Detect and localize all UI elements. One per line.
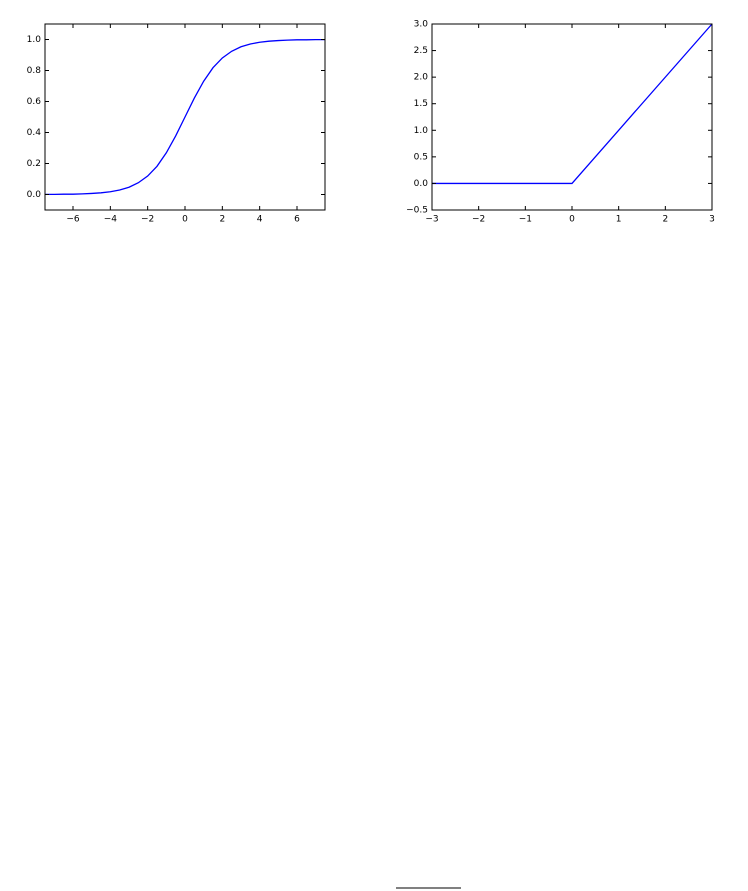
x-tick-label: 4 — [257, 215, 263, 225]
x-tick-label: −6 — [66, 215, 80, 225]
line — [45, 39, 325, 195]
y-tick-label: −0.5 — [406, 206, 428, 216]
x-tick-label: 0 — [569, 215, 575, 225]
x-tick-label: −3 — [425, 215, 438, 225]
x-tick-label: 6 — [294, 215, 300, 225]
x-tick-label: 0 — [182, 215, 188, 225]
x-tick-label: 3 — [709, 215, 715, 225]
y-tick-label: 1.5 — [414, 99, 428, 109]
y-tick-label: 0.0 — [414, 179, 429, 189]
y-tick-label: 0.5 — [414, 152, 428, 162]
x-tick-label: 2 — [662, 215, 668, 225]
y-tick-label: 0.2 — [27, 159, 41, 169]
y-tick-label: 1.0 — [27, 35, 42, 45]
plot-frame — [431, 23, 713, 211]
y-tick-label: 0.4 — [27, 128, 42, 138]
x-tick-label: 1 — [616, 215, 622, 225]
y-tick-label: 3.0 — [414, 20, 429, 30]
y-tick-label: 2.0 — [414, 73, 429, 83]
x-tick-label: −2 — [141, 215, 154, 225]
y-tick-label: 0.0 — [27, 190, 42, 200]
x-tick-label: −4 — [104, 215, 118, 225]
x-tick-label: −1 — [519, 215, 532, 225]
x-tick-label: 2 — [219, 215, 225, 225]
x-tick-label: −2 — [472, 215, 485, 225]
line — [432, 23, 713, 185]
y-tick-label: 1.0 — [414, 126, 429, 136]
y-tick-label: 0.8 — [27, 66, 42, 76]
y-tick-label: 2.5 — [414, 46, 428, 56]
y-tick-label: 0.6 — [27, 97, 42, 107]
